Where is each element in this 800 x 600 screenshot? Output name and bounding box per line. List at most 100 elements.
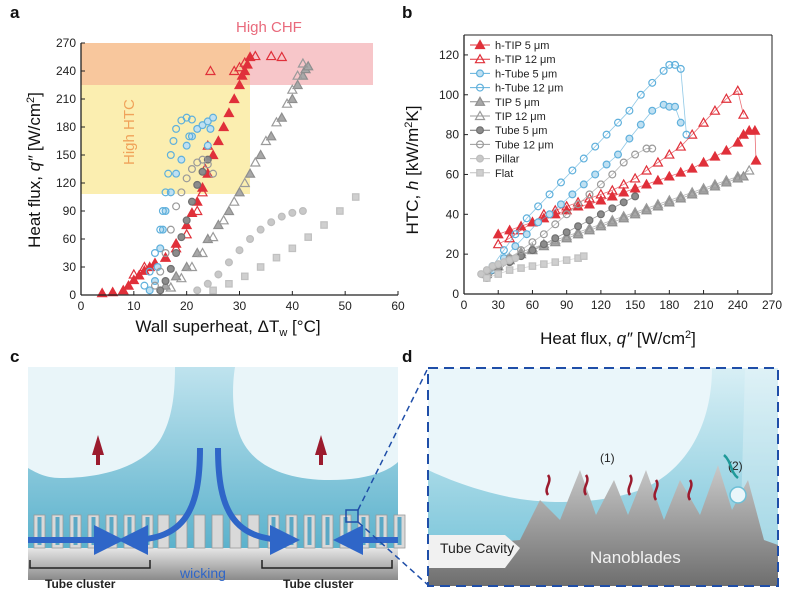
x-tick-label: 60 [391,299,405,313]
y-tick-label: 270 [56,36,76,50]
wicking-arrow-3 [215,447,300,555]
data-point [206,124,215,133]
data-point [276,51,288,62]
data-point [613,118,622,127]
data-point [551,220,560,229]
data-point [698,116,710,127]
legend-marker [474,96,486,106]
data-point [158,207,167,216]
data-point [239,56,251,67]
data-point [595,188,607,199]
data-point [652,156,664,167]
data-point [585,190,594,199]
data-point [750,154,762,165]
tube-bore [325,517,330,545]
data-point [522,230,531,239]
data-point [659,66,668,75]
legend-marker [476,154,485,163]
data-point [223,205,235,216]
data-point [203,117,212,126]
data-point [606,184,618,195]
legend-label: h-TIP 12 μm [495,54,556,66]
legend-label: Tube 12 μm [495,139,554,151]
legend-entry: Pillar [470,154,520,166]
data-point [160,279,172,290]
data-point [203,141,212,150]
data-point [676,118,685,127]
data-point [619,158,628,167]
legend-entry: h-TIP 5 μm [470,39,549,52]
data-point [198,121,207,130]
y-tick-label: 60 [446,167,460,181]
data-point [642,144,651,153]
high-htc-band [81,85,250,194]
data-point [539,230,548,239]
data-point [631,192,640,201]
squiggle-3 [627,474,633,496]
data-point [281,97,293,108]
legend-entry: Tube 12 μm [470,139,554,151]
data-point [207,149,219,160]
data-point [720,93,732,103]
data-point [270,116,283,127]
data-point [128,274,140,285]
data-point [534,218,543,227]
data-point [709,178,721,189]
y-tick-label: 0 [69,288,76,302]
x-tick-label: 0 [78,299,85,313]
series-pillar [193,207,307,295]
data-point [640,178,653,189]
series-line [492,64,687,267]
vapor-bubble-right [233,367,398,480]
overlap-band [81,43,250,85]
data-point [209,286,217,295]
data-point [224,258,233,267]
data-point [304,233,312,241]
data-point [675,166,687,177]
tube-pillar [211,514,224,549]
legend-label: TIP 12 μm [495,111,546,123]
mechanism-label-1: (1) [600,451,615,465]
data-point [477,270,486,279]
data-point [698,182,710,193]
panel-b-x-axis-label: Heat flux, q″ [W/cm2] [540,329,696,348]
vapor-arrow-left [92,435,104,465]
data-point [505,266,514,274]
data-point [161,249,170,258]
small-bubble [729,486,747,504]
data-point [606,190,618,201]
panel-a-y-axis-label: Heat flux, q″ [W/cm2] [25,92,44,248]
x-tick-label: 90 [560,298,574,312]
legend-marker [474,53,486,64]
data-point [239,177,251,188]
data-point [596,180,605,189]
data-point [625,134,634,143]
data-point [198,167,207,176]
data-point [212,219,224,230]
data-point [648,144,657,153]
data-point [236,69,248,80]
tube-pillars [33,514,406,549]
data-point [207,231,219,242]
panel-b-y-axis-label: HTC, h [kW/m2K] [403,106,422,235]
data-point [228,93,240,104]
panel-letter-d: d [402,347,412,366]
data-point [613,150,622,159]
data-point [511,230,520,239]
data-point [522,214,531,223]
tube-pillar [229,514,242,549]
x-tick-label: 60 [526,298,540,312]
x-tick-label: 210 [694,298,714,312]
data-point [595,218,607,229]
tube-bore [91,517,96,545]
x-tick-label: 50 [338,299,352,313]
x-tick-label: 10 [127,299,141,313]
series-h-tip-12-m [492,85,750,249]
series-line [486,255,584,279]
data-point [286,93,298,104]
data-point [556,178,565,187]
data-point [663,170,675,181]
data-point [579,154,588,163]
data-point [218,214,230,225]
